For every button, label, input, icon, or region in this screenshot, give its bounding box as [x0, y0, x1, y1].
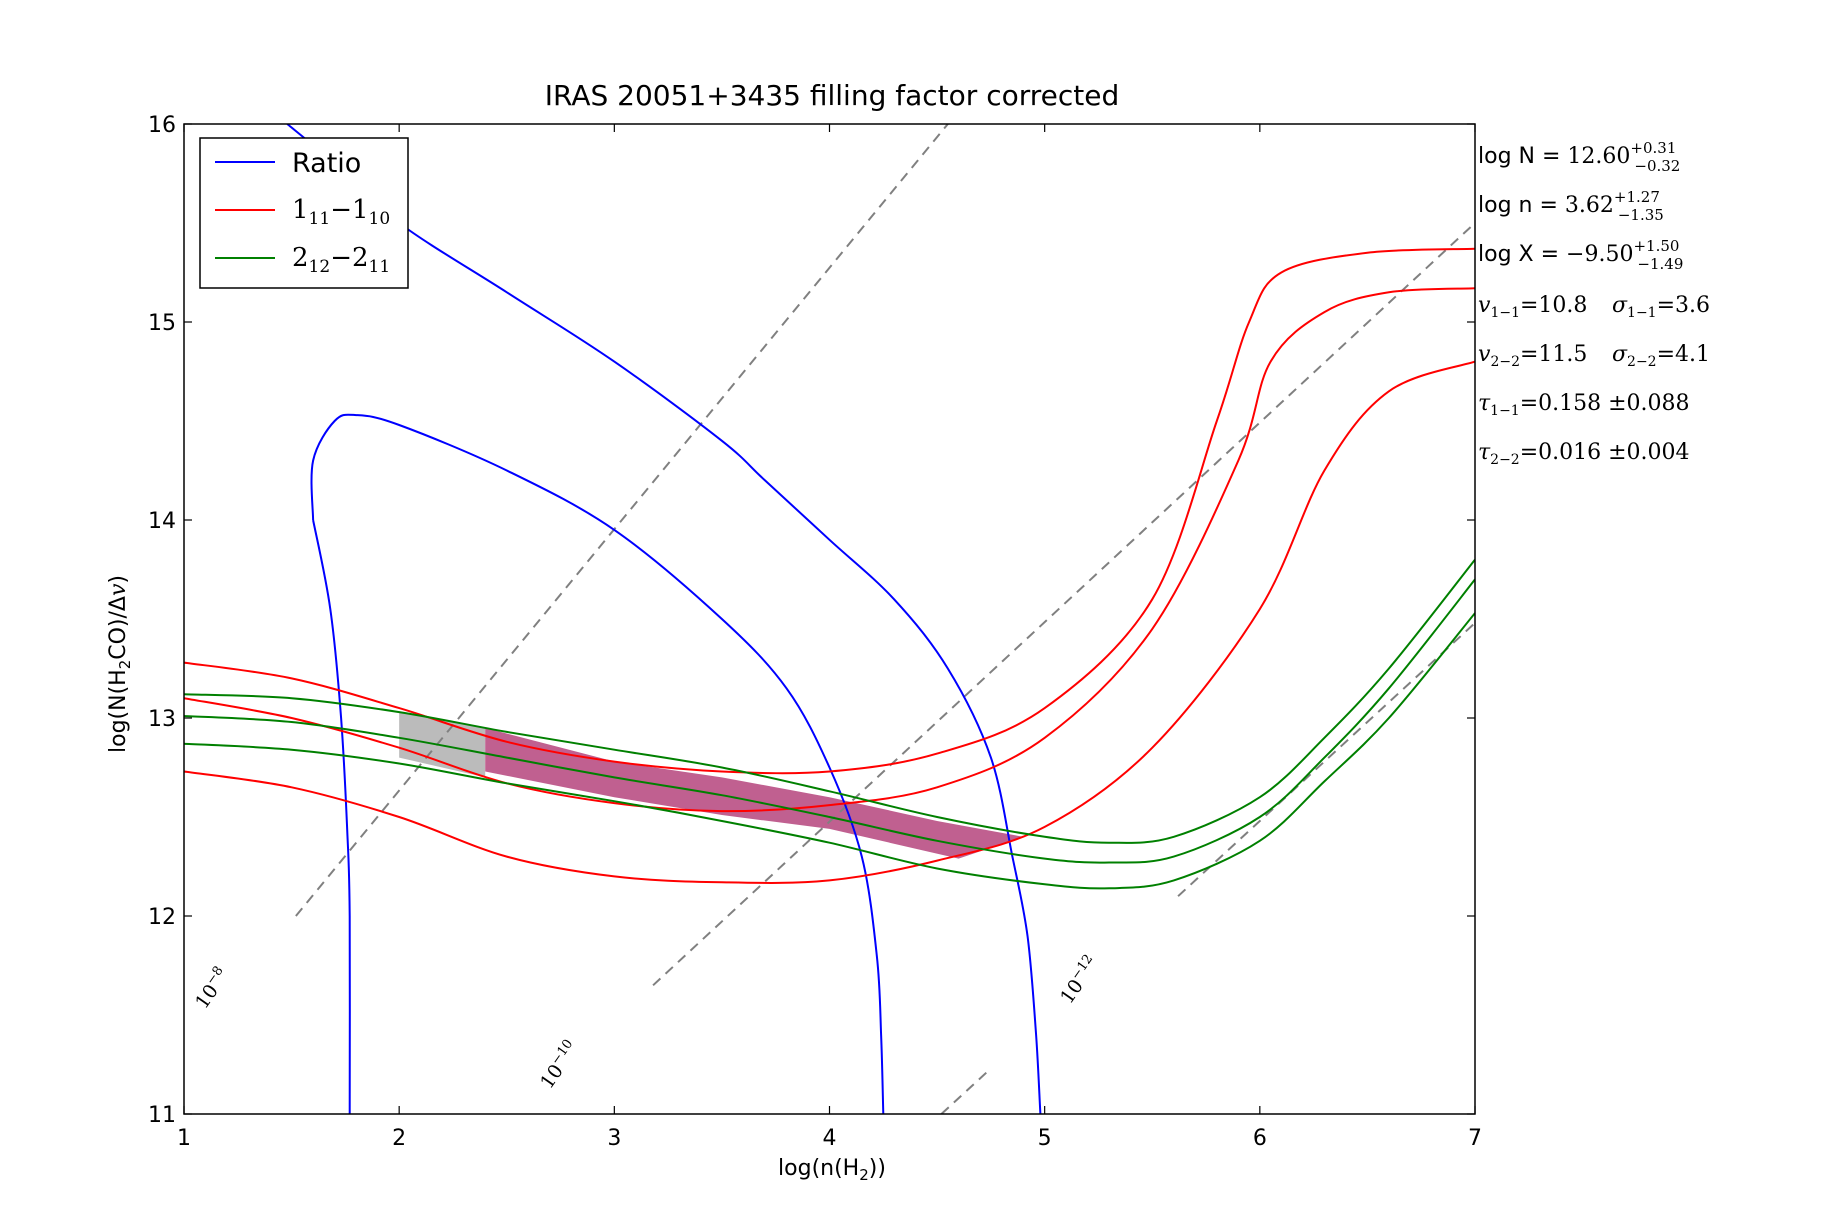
series-line-8 — [184, 612, 1475, 890]
annotation-log-X: log X = −9.50+1.50 −1.49 — [1478, 237, 1683, 273]
annotation-log-n: log n = 3.62+1.27 −1.35 — [1478, 188, 1664, 224]
annotation-v22: v2−2=11.5 — [1478, 342, 1587, 370]
series-line-6 — [184, 558, 1475, 844]
legend-label-1-11-1-10: 111−110 — [292, 195, 390, 229]
series-line-2 — [312, 519, 351, 1114]
annotation-v11: v1−1=10.8 — [1478, 293, 1587, 321]
y-tick-label: 14 — [148, 509, 176, 534]
x-tick-label: 3 — [607, 1126, 621, 1151]
x-tick-label: 5 — [1038, 1126, 1052, 1151]
abundance-line-2 — [940, 1067, 992, 1114]
x-tick-label: 4 — [823, 1126, 837, 1151]
annotation-tau11: τ1−1=0.158 ±0.088 — [1478, 391, 1690, 419]
x-tick-label: 7 — [1468, 1126, 1482, 1151]
abundance-line-0 — [295, 124, 949, 917]
series-line-0 — [286, 124, 1042, 1114]
x-axis-label: log(n(H2)) — [778, 1156, 886, 1184]
fit-annotations: log N = 12.60+0.31 −0.32 log n = 3.62+1.2… — [1478, 139, 1710, 468]
x-tick-label: 1 — [177, 1126, 191, 1151]
legend: Ratio 111−110 212−211 — [199, 137, 409, 289]
annotation-sigma22: σ2−2=4.1 — [1612, 342, 1710, 370]
annotation-sigma11: σ1−1=3.6 — [1612, 293, 1710, 321]
y-tick-label: 13 — [148, 707, 176, 732]
y-tick-label: 12 — [148, 905, 176, 930]
series-line-7 — [184, 578, 1475, 864]
plot-area — [184, 124, 1475, 1114]
y-tick-label: 15 — [148, 311, 176, 336]
annotation-log-N: log N = 12.60+0.31 −0.32 — [1478, 139, 1680, 175]
chart-title: IRAS 20051+3435 filling factor corrected — [545, 79, 1119, 112]
legend-label-ratio: Ratio — [292, 148, 361, 179]
y-tick-label: 11 — [148, 1103, 176, 1128]
x-tick-label: 2 — [392, 1126, 406, 1151]
y-tick-label: 16 — [148, 113, 176, 138]
series-line-1 — [310, 413, 885, 1114]
annotation-tau22: τ2−2=0.016 ±0.004 — [1478, 440, 1690, 468]
shaded-region-combined-constraint — [485, 727, 1024, 859]
x-tick-label: 6 — [1253, 1126, 1267, 1151]
series-line-5 — [184, 360, 1475, 884]
series-line-4 — [184, 287, 1475, 813]
legend-label-2-12-2-11: 212−211 — [292, 243, 390, 277]
